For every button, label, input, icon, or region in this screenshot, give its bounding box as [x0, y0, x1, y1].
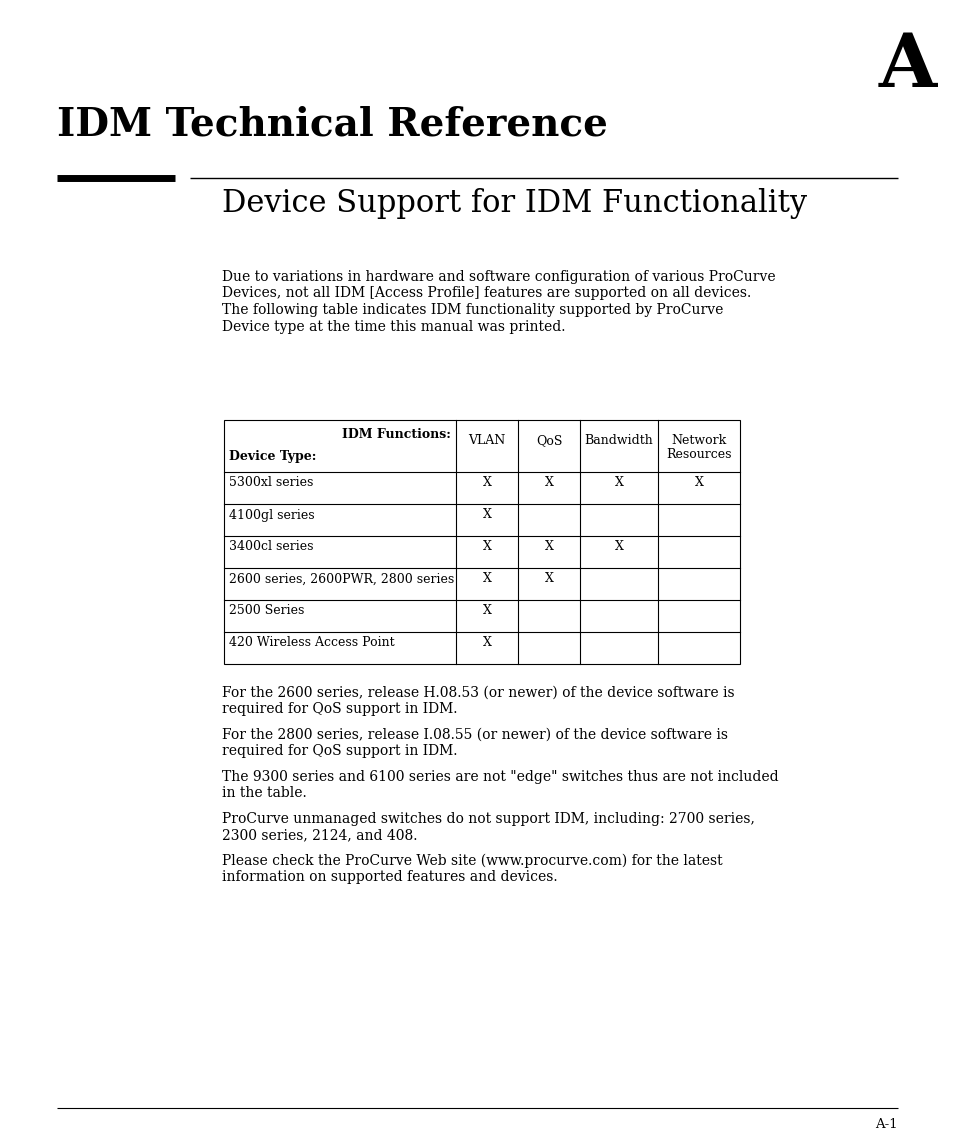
- Text: X: X: [482, 637, 491, 649]
- Text: A-1: A-1: [875, 1118, 897, 1131]
- Bar: [224, 420, 740, 664]
- Text: information on supported features and devices.: information on supported features and de…: [222, 870, 558, 884]
- Text: Device type at the time this manual was printed.: Device type at the time this manual was …: [222, 319, 565, 333]
- Text: X: X: [482, 572, 491, 585]
- Text: IDM Functions:: IDM Functions:: [342, 428, 451, 441]
- Text: 2300 series, 2124, and 408.: 2300 series, 2124, and 408.: [222, 828, 417, 842]
- Text: required for QoS support in IDM.: required for QoS support in IDM.: [222, 744, 457, 758]
- Text: X: X: [482, 540, 491, 553]
- Text: 5300xl series: 5300xl series: [229, 476, 313, 490]
- Text: A: A: [878, 30, 936, 103]
- Text: X: X: [544, 572, 553, 585]
- Text: The following table indicates IDM functionality supported by ProCurve: The following table indicates IDM functi…: [222, 303, 722, 317]
- Text: Device Support for IDM Functionality: Device Support for IDM Functionality: [222, 188, 806, 219]
- Text: in the table.: in the table.: [222, 785, 307, 800]
- Text: X: X: [544, 476, 553, 490]
- Text: X: X: [614, 476, 622, 490]
- Text: X: X: [482, 605, 491, 617]
- Text: Device Type:: Device Type:: [229, 450, 316, 463]
- Text: 2500 Series: 2500 Series: [229, 605, 304, 617]
- Text: 2600 series, 2600PWR, 2800 series: 2600 series, 2600PWR, 2800 series: [229, 572, 454, 585]
- Text: Network: Network: [671, 434, 726, 447]
- Text: The 9300 series and 6100 series are not "edge" switches thus are not included: The 9300 series and 6100 series are not …: [222, 769, 778, 784]
- Text: IDM Technical Reference: IDM Technical Reference: [57, 105, 607, 143]
- Text: Due to variations in hardware and software configuration of various ProCurve: Due to variations in hardware and softwa…: [222, 270, 775, 284]
- Text: 4100gl series: 4100gl series: [229, 508, 314, 521]
- Text: X: X: [614, 540, 622, 553]
- Text: 420 Wireless Access Point: 420 Wireless Access Point: [229, 637, 395, 649]
- Text: ProCurve unmanaged switches do not support IDM, including: 2700 series,: ProCurve unmanaged switches do not suppo…: [222, 812, 754, 826]
- Text: X: X: [544, 540, 553, 553]
- Text: X: X: [482, 476, 491, 490]
- Text: Resources: Resources: [665, 448, 731, 461]
- Text: Bandwidth: Bandwidth: [584, 434, 653, 448]
- Text: 3400cl series: 3400cl series: [229, 540, 314, 553]
- Text: For the 2600 series, release H.08.53 (or newer) of the device software is: For the 2600 series, release H.08.53 (or…: [222, 686, 734, 700]
- Text: X: X: [482, 508, 491, 521]
- Text: For the 2800 series, release I.08.55 (or newer) of the device software is: For the 2800 series, release I.08.55 (or…: [222, 728, 727, 742]
- Text: VLAN: VLAN: [468, 434, 505, 448]
- Text: Devices, not all IDM [Access Profile] features are supported on all devices.: Devices, not all IDM [Access Profile] fe…: [222, 286, 750, 300]
- Text: QoS: QoS: [536, 434, 561, 448]
- Text: required for QoS support in IDM.: required for QoS support in IDM.: [222, 702, 457, 716]
- Text: Please check the ProCurve Web site (www.procurve.com) for the latest: Please check the ProCurve Web site (www.…: [222, 854, 721, 868]
- Text: X: X: [694, 476, 702, 490]
